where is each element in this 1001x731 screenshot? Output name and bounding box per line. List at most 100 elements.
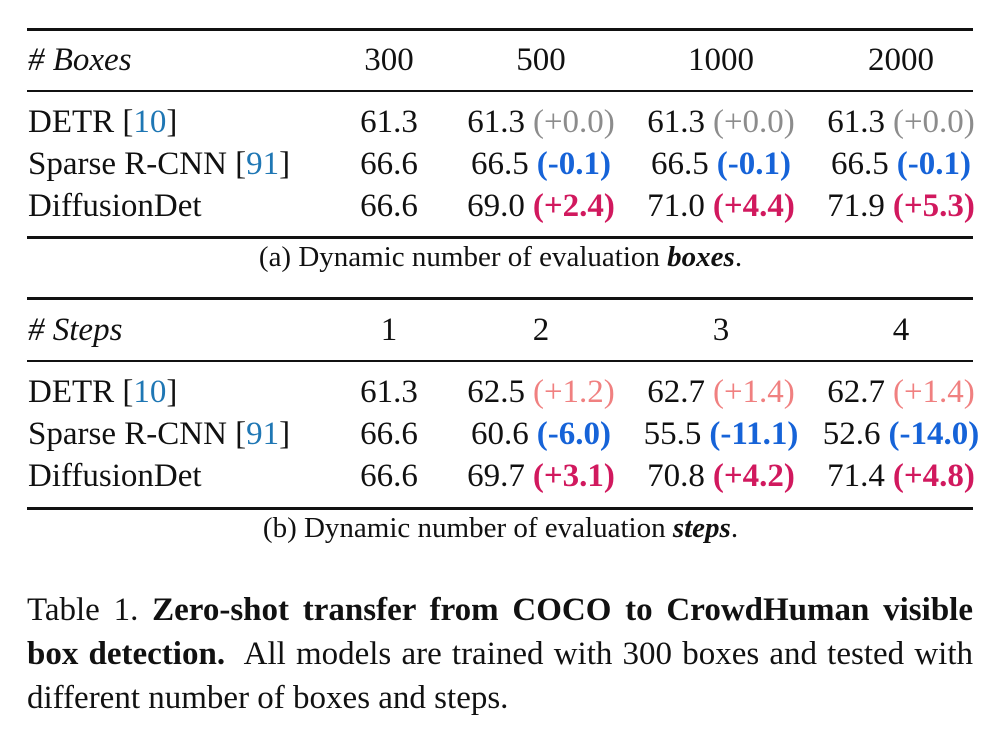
value: 52.6 — [822, 416, 881, 452]
table-a-header-label: # Boxes — [28, 42, 132, 78]
table-a-header-col-1: 300 — [364, 42, 414, 78]
table-row: DiffusionDet 66.6 69.0 (+2.4) 71.0 (+4.4) … — [27, 186, 975, 226]
citation-link[interactable]: 91 — [246, 416, 280, 452]
value-cell: 62.7 (+1.4) — [801, 372, 1001, 412]
method-name: DiffusionDet — [28, 188, 202, 224]
table-b-header-col-1: 1 — [380, 312, 398, 348]
value-cell: 61.3 (+0.0) — [801, 102, 1001, 142]
table-a-header-col-4: 2000 — [868, 42, 934, 78]
row-label: DETR [10] — [28, 104, 178, 140]
row-label: DiffusionDet — [28, 456, 202, 496]
value-cell: 62.5 (+1.2) — [441, 372, 641, 412]
table-caption-label: Table 1. — [27, 592, 139, 628]
table-a-header-col-3: 1000 — [688, 42, 754, 78]
caption-text: (b) Dynamic number of evaluation — [262, 512, 673, 544]
value: 66.5 — [651, 146, 709, 182]
value: 61.3 — [827, 104, 885, 140]
value-cell: 71.9 (+5.3) — [801, 186, 1001, 226]
delta-value: (+1.4) — [712, 374, 795, 410]
delta-value: (+4.2) — [712, 458, 795, 494]
value: 69.0 — [467, 188, 525, 224]
delta-value: (-11.1) — [709, 416, 799, 452]
table-row: DETR [10] 61.3 62.5 (+1.2) 62.7 (+1.4) 62.… — [27, 372, 975, 412]
table-b-header-label: # Steps — [28, 312, 123, 348]
row-label: DETR [10] — [28, 374, 178, 410]
method-name: Sparse R-CNN — [28, 146, 227, 182]
delta-value: (+2.4) — [532, 188, 615, 224]
value: 61.3 — [467, 104, 525, 140]
caption-punct: . — [734, 241, 743, 273]
method-name: DiffusionDet — [28, 458, 202, 494]
table-a-bottom-rule — [27, 236, 973, 239]
value-cell: 61.3 — [337, 372, 441, 412]
value-cell: 66.6 — [337, 414, 441, 454]
table-b-mid-rule — [27, 360, 973, 362]
value-cell: 66.5 (-0.1) — [801, 144, 1001, 184]
value: 66.6 — [360, 458, 418, 494]
row-label: DiffusionDet — [28, 186, 202, 226]
table-caption-title: Zero-shot transfer from COCO to CrowdHum… — [27, 592, 973, 672]
value-cell: 69.7 (+3.1) — [441, 456, 641, 496]
table-a-header-row: # Boxes 300 500 1000 2000 — [27, 40, 973, 80]
value: 62.7 — [827, 374, 885, 410]
table-b-header-col-3: 3 — [712, 312, 730, 348]
delta-value: (+0.0) — [892, 104, 975, 140]
value-cell: 52.6 (-14.0) — [801, 414, 1001, 454]
method-name: Sparse R-CNN — [28, 416, 227, 452]
table-b-caption: (b) Dynamic number of evaluation steps. — [0, 510, 1001, 546]
value: 71.4 — [827, 458, 885, 494]
citation-link[interactable]: 10 — [133, 374, 167, 410]
value-cell: 66.6 — [337, 144, 441, 184]
value-cell: 71.4 (+4.8) — [801, 456, 1001, 496]
value: 66.6 — [360, 416, 418, 452]
value-cell: 62.7 (+1.4) — [621, 372, 821, 412]
value: 69.7 — [467, 458, 525, 494]
value-cell: 60.6 (-6.0) — [441, 414, 641, 454]
table-caption-body: All models are trained with 300 boxes an… — [27, 636, 973, 716]
delta-value: (-0.1) — [536, 146, 611, 182]
delta-value: (-14.0) — [888, 416, 980, 452]
table-a-top-rule — [27, 28, 973, 31]
table-row: Sparse R-CNN [91] 66.6 60.6 (-6.0) 55.5 (-… — [27, 414, 979, 454]
table-a-caption: (a) Dynamic number of evaluation boxes. — [0, 239, 1001, 275]
value: 60.6 — [471, 416, 529, 452]
value: 71.0 — [647, 188, 705, 224]
table-caption: Table 1. Zero-shot transfer from COCO to… — [27, 588, 973, 720]
value-cell: 66.5 (-0.1) — [441, 144, 641, 184]
value-cell: 61.3 (+0.0) — [441, 102, 641, 142]
value-cell: 66.6 — [337, 456, 441, 496]
table-b-bottom-rule — [27, 507, 973, 510]
caption-emphasis: steps — [672, 512, 731, 544]
value: 55.5 — [643, 416, 702, 452]
citation-link[interactable]: 10 — [133, 104, 167, 140]
caption-emphasis: boxes — [667, 241, 735, 273]
delta-value: (+1.2) — [532, 374, 615, 410]
delta-value: (+5.3) — [892, 188, 975, 224]
row-label: Sparse R-CNN [91] — [28, 146, 291, 182]
delta-value: (+3.1) — [532, 458, 615, 494]
value: 61.3 — [647, 104, 705, 140]
citation-link[interactable]: 91 — [246, 146, 280, 182]
caption-punct: . — [730, 512, 739, 544]
delta-value: (+0.0) — [712, 104, 795, 140]
delta-value: (-0.1) — [716, 146, 791, 182]
value: 66.6 — [360, 146, 418, 182]
row-label: Sparse R-CNN [91] — [28, 416, 291, 452]
value-cell: 70.8 (+4.2) — [621, 456, 821, 496]
value: 66.5 — [471, 146, 529, 182]
method-name: DETR — [28, 104, 115, 140]
delta-value: (+4.4) — [712, 188, 795, 224]
delta-value: (+4.8) — [892, 458, 975, 494]
method-name: DETR — [28, 374, 115, 410]
table-a-mid-rule — [27, 90, 973, 92]
value-cell: 71.0 (+4.4) — [621, 186, 821, 226]
table-b-header-col-2: 2 — [532, 312, 550, 348]
delta-value: (+0.0) — [532, 104, 615, 140]
value-cell: 61.3 — [337, 102, 441, 142]
caption-text: (a) Dynamic number of evaluation — [258, 241, 668, 273]
table-b-top-rule — [27, 297, 973, 300]
value: 62.7 — [647, 374, 705, 410]
delta-value: (-0.1) — [896, 146, 971, 182]
table-row: DiffusionDet 66.6 69.7 (+3.1) 70.8 (+4.2) … — [27, 456, 975, 496]
value-cell: 66.5 (-0.1) — [621, 144, 821, 184]
